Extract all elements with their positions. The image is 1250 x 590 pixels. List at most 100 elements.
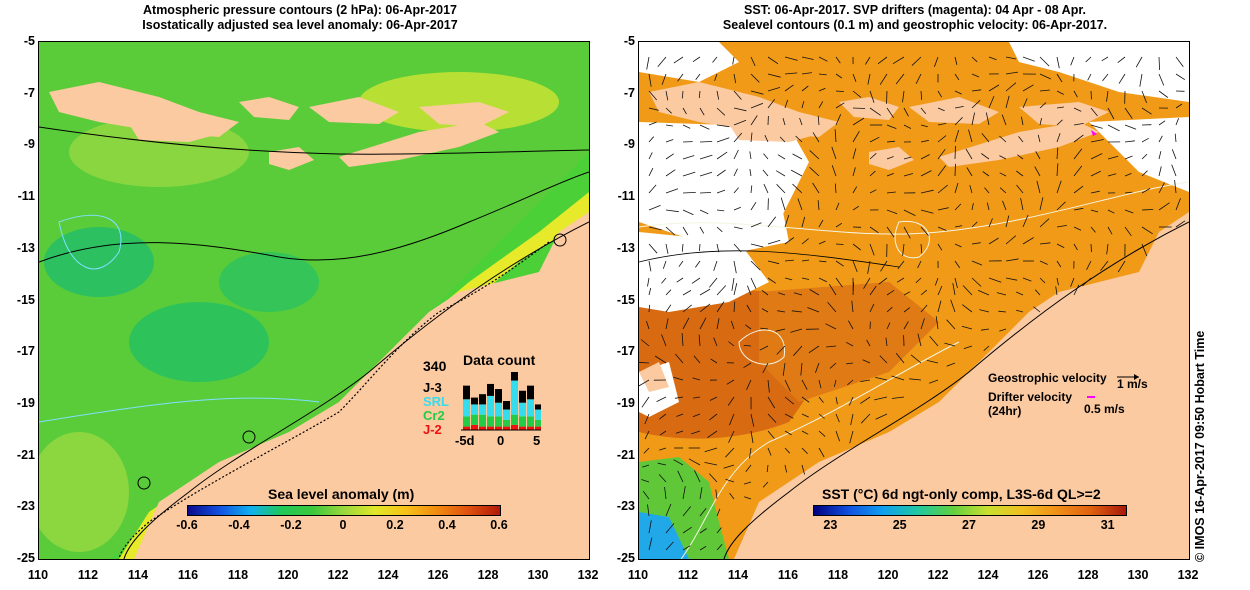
velocity-arrow [790, 328, 803, 333]
data-count-bar-segment [487, 426, 494, 430]
sla-map[interactable] [38, 41, 590, 560]
velocity-arrow [716, 527, 722, 534]
velocity-arrow [1005, 71, 1019, 75]
velocity-arrow [815, 362, 820, 373]
geostrophic-velocity-scale: 1 m/s [1117, 377, 1148, 391]
velocity-arrow [762, 169, 769, 177]
velocity-arrow [999, 155, 1007, 160]
velocity-arrow [852, 130, 860, 143]
tide-gauge-marker[interactable] [553, 233, 567, 247]
data-count-bar-segment [471, 424, 478, 430]
velocity-arrow [818, 219, 824, 228]
velocity-arrow [1090, 153, 1103, 160]
velocity-arrow [852, 167, 856, 177]
velocity-arrow [733, 260, 737, 274]
data-count-bar-segment [527, 426, 534, 430]
velocity-arrow [699, 508, 707, 517]
velocity-arrow [852, 117, 865, 126]
tide-gauge-marker[interactable] [137, 476, 151, 490]
velocity-arrow [986, 202, 990, 211]
velocity-arrow [691, 277, 701, 284]
velocity-arrow [648, 243, 658, 254]
velocity-arrow [716, 301, 725, 313]
x-tick-label: 124 [377, 568, 399, 582]
velocity-arrow [847, 379, 854, 386]
depth-contour [639, 250, 900, 268]
velocity-arrow [699, 226, 705, 234]
velocity-arrow [886, 107, 894, 119]
velocity-arrow [1174, 180, 1177, 194]
velocity-arrow [934, 277, 939, 286]
velocity-arrow [971, 99, 981, 109]
velocity-arrow [1073, 243, 1078, 251]
velocity-arrow [835, 202, 840, 211]
velocity-arrow [782, 362, 786, 376]
velocity-arrow [1124, 140, 1135, 143]
data-count-title: Data count [463, 352, 536, 368]
velocity-arrow [915, 73, 922, 84]
velocity-arrow [643, 447, 650, 454]
velocity-arrow [937, 207, 949, 211]
y-tick-label: -7 [623, 85, 635, 100]
velocity-arrow [818, 101, 824, 109]
velocity-arrow [835, 222, 843, 228]
velocity-arrow [937, 285, 943, 296]
x-tick-label: 128 [1077, 568, 1099, 582]
velocity-arrow [807, 307, 820, 313]
colorbar-tick-label: 25 [892, 518, 907, 532]
data-count-bar-segment [487, 383, 494, 396]
velocity-arrow [714, 73, 718, 82]
tide-gauge-marker[interactable] [242, 430, 256, 444]
sealevel-contour [680, 341, 960, 559]
velocity-arrow [1035, 151, 1041, 160]
velocity-arrow [835, 102, 845, 109]
velocity-arrow [828, 283, 837, 296]
velocity-arrow [642, 464, 650, 468]
velocity-arrow [699, 487, 703, 500]
velocity-arrow [979, 309, 990, 313]
velocity-arrow [733, 132, 743, 143]
velocity-arrow [865, 56, 871, 65]
velocity-arrow [875, 377, 888, 381]
y-tick-label: -17 [616, 344, 635, 359]
velocity-arrow [860, 379, 871, 382]
velocity-arrow [937, 90, 943, 98]
velocity-arrow [1082, 277, 1092, 287]
sst-map[interactable] [638, 41, 1190, 560]
velocity-arrow [1141, 137, 1149, 143]
velocity-arrow [692, 413, 701, 418]
velocity-arrow [733, 226, 743, 230]
velocity-arrow [1175, 118, 1179, 126]
velocity-arrow [1101, 56, 1109, 62]
velocity-arrow [1171, 164, 1177, 177]
velocity-arrow [877, 56, 888, 65]
velocity-arrow [1090, 190, 1100, 194]
velocity-arrow [1107, 226, 1113, 235]
x-tick-label: 122 [927, 568, 949, 582]
velocity-arrow [763, 183, 769, 194]
velocity-arrow [1090, 107, 1098, 117]
velocity-arrow [716, 243, 720, 253]
velocity-arrow [681, 90, 684, 99]
velocity-arrow [886, 140, 896, 143]
velocity-arrow [1090, 226, 1096, 233]
velocity-arrow [648, 152, 653, 160]
data-count-max: 340 [423, 358, 447, 374]
y-tick-label: -19 [16, 395, 35, 410]
velocity-arrow [903, 107, 909, 117]
velocity-arrow [977, 290, 990, 296]
velocity-arrow [869, 170, 876, 177]
velocity-arrow [988, 95, 995, 109]
velocity-arrow [988, 237, 999, 245]
velocity-arrow [681, 333, 684, 347]
velocity-arrow [818, 430, 826, 437]
velocity-arrow [731, 277, 735, 291]
velocity-arrow [709, 277, 718, 288]
velocity-arrow [903, 209, 916, 216]
velocity-arrow [879, 73, 888, 85]
colorbar-tick-label: 0.6 [490, 518, 508, 532]
velocity-arrow [852, 90, 862, 98]
velocity-arrow [710, 358, 718, 364]
velocity-arrow [897, 260, 905, 270]
svp-drifter-track[interactable] [1091, 130, 1097, 136]
